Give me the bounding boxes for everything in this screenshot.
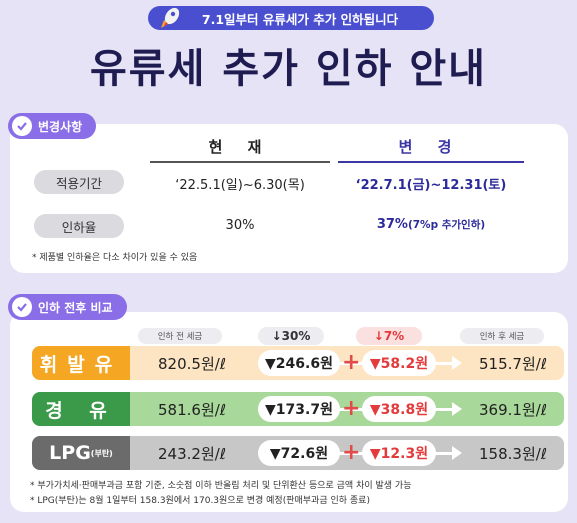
current-divider	[150, 161, 330, 163]
compare-panel: 인하 전 세금 ↓30% ↓7% 인하 후 세금 휘발유 820.5원/ℓ ▼2…	[10, 312, 568, 512]
top-badge-text: 7.1일부터 유류세가 추가 인하됩니다	[201, 11, 399, 27]
fuel-row-gasoline: 휘발유 820.5원/ℓ ▼246.6원 + ▼58.2원 515.7원/ℓ	[32, 346, 564, 380]
col-changed-header: 변 경	[398, 138, 462, 156]
cut30-value: ▼72.6원	[258, 440, 340, 466]
fuel-name-lpg: LPG (부탄)	[32, 436, 130, 470]
fuel-name-text: 휘발유	[39, 353, 123, 376]
compare-note-1: * 부가가치세·판매부과금 포함 기준, 소숫점 이하 반올림 처리 및 단위환…	[30, 481, 412, 491]
top-badge: 7.1일부터 유류세가 추가 인하됩니다	[148, 6, 434, 30]
fuel-after: 515.7원/ℓ	[479, 354, 547, 373]
arrow-right-icon	[452, 356, 462, 370]
row-label-rate: 인하율	[34, 214, 124, 238]
section-badge-changes: 변경사항	[8, 113, 97, 139]
plus-sign: +	[342, 440, 361, 465]
plus-sign: +	[342, 350, 361, 375]
cut30-value: ▼173.7원	[258, 396, 340, 422]
fuel-name-gasoline: 휘발유	[32, 346, 130, 380]
plus-sign: +	[342, 396, 361, 421]
check-icon	[12, 116, 32, 136]
fuel-after: 158.3원/ℓ	[479, 444, 547, 463]
fuel-name-diesel: 경 유	[32, 392, 130, 426]
section-badge-compare: 인하 전후 비교	[8, 294, 127, 320]
arrow-right-icon	[452, 446, 462, 460]
rate-changed: 37%(7%p 추가인하)	[338, 217, 524, 232]
changes-panel: 현 재 변 경 적용기간 ‘22.5.1(일)~6.30(목) ‘22.7.1(…	[10, 124, 568, 273]
fuel-before: 581.6원/ℓ	[158, 400, 226, 419]
rate-changed-main: 37%	[376, 217, 408, 232]
fuel-row-lpg: LPG (부탄) 243.2원/ℓ ▼72.6원 + ▼12.3원 158.3원/…	[32, 436, 564, 470]
col-current-header: 현 재	[208, 138, 272, 156]
head-cut30: ↓30%	[258, 327, 324, 345]
flow-line	[258, 362, 458, 365]
flow-line	[258, 452, 458, 455]
head-before: 인하 전 세금	[138, 328, 222, 344]
rate-changed-sub: (7%p 추가인하)	[407, 219, 486, 231]
head-cut7: ↓7%	[356, 327, 422, 345]
section-label-compare: 인하 전후 비교	[38, 300, 113, 315]
compare-note-2: * LPG(부탄)는 8월 1일부터 158.3원에서 170.3원으로 변경 …	[30, 496, 370, 506]
check-icon	[12, 297, 32, 317]
period-current: ‘22.5.1(일)~6.30(목)	[175, 178, 305, 193]
cut30-value: ▼246.6원	[258, 350, 340, 376]
fuel-before: 820.5원/ℓ	[158, 354, 226, 373]
fuel-after: 369.1원/ℓ	[479, 400, 547, 419]
arrow-right-icon	[452, 402, 462, 416]
fuel-row-diesel: 경 유 581.6원/ℓ ▼173.7원 + ▼38.8원 369.1원/ℓ	[32, 392, 564, 426]
changes-note: * 제품별 인하율은 다소 차이가 있을 수 있음	[32, 253, 198, 263]
row-label-period: 적용기간	[34, 170, 124, 194]
section-label-changes: 변경사항	[38, 119, 83, 134]
rate-current: 30%	[225, 218, 255, 233]
changed-divider	[338, 161, 524, 163]
head-after: 인하 후 세금	[460, 328, 544, 344]
page-title: 유류세 추가 인하 안내	[90, 46, 487, 92]
cut7-value: ▼38.8원	[362, 396, 436, 422]
flow-line	[258, 408, 458, 411]
rocket-icon	[161, 7, 180, 28]
fuel-name-text: 경 유	[45, 399, 117, 422]
fuel-name-text: LPG	[49, 442, 91, 464]
cut7-value: ▼58.2원	[362, 350, 436, 376]
fuel-before: 243.2원/ℓ	[158, 444, 226, 463]
period-changed: ‘22.7.1(금)~12.31(토)	[355, 178, 507, 193]
fuel-name-sub: (부탄)	[90, 448, 113, 458]
cut7-value: ▼12.3원	[362, 440, 436, 466]
